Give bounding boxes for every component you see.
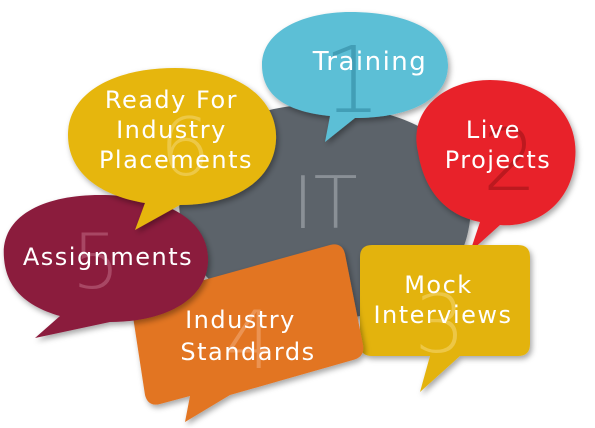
bubble-mock-interviews-shape [360, 245, 530, 392]
bubble-live-projects-shape [416, 80, 576, 252]
bubble-ready-for-industry-number: 6 [160, 101, 211, 194]
center-label: IT [292, 161, 357, 245]
bubble-training: 1 Training [262, 12, 448, 142]
bubble-mock-interviews-number: 3 [415, 278, 466, 371]
bubble-mock-interviews: 3 Mock Interviews [360, 245, 530, 392]
bubble-industry-standards-number: 4 [225, 294, 276, 387]
bubble-industry-standards-label: Industry Standards [180, 306, 315, 366]
bubble-assignments: 5 Assignments [3, 195, 209, 338]
bubble-mock-interviews-label: Mock Interviews [373, 271, 512, 329]
bubble-ready-for-industry-shape [68, 68, 277, 230]
bubble-ready-for-industry-label: Ready For Industry Placements [99, 86, 253, 174]
bubble-live-projects-label: Live Projects [445, 116, 552, 174]
bubble-assignments-number: 5 [72, 217, 120, 306]
bubble-live-projects-number: 2 [483, 111, 538, 211]
bubble-training-label: Training [312, 47, 428, 77]
bubble-ready-for-industry: 6 Ready For Industry Placements [68, 68, 277, 230]
bubble-assignments-shape [3, 195, 209, 338]
bubble-training-shape [262, 12, 448, 142]
bubble-assignments-label: Assignments [23, 243, 193, 271]
bubble-live-projects: 2 Live Projects [416, 80, 576, 252]
bubble-training-number: 1 [323, 27, 382, 134]
